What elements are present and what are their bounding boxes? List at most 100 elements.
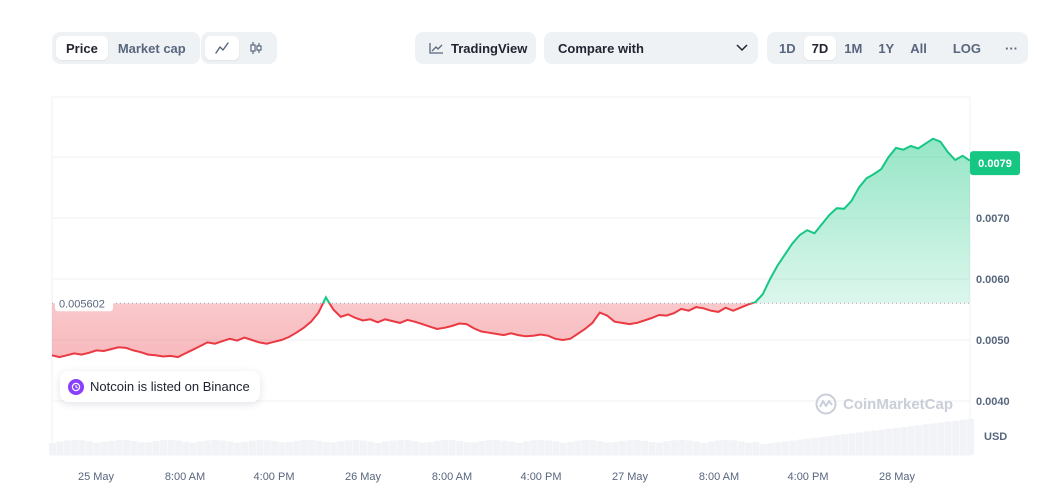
volume-bar: [470, 442, 478, 455]
volume-bar: [752, 441, 760, 455]
volume-bar: [293, 440, 301, 455]
view-toggle: Price Market cap: [52, 32, 200, 64]
volume-bar: [737, 441, 745, 455]
coinmarketcap-watermark: CoinMarketCap: [815, 393, 953, 415]
listing-notice[interactable]: Notcoin is listed on Binance: [60, 371, 260, 402]
volume-bar: [278, 442, 286, 455]
log-scale-button[interactable]: LOG: [952, 40, 982, 56]
volume-bar: [426, 441, 434, 455]
range-1d[interactable]: 1D: [779, 40, 796, 56]
y-tick-label: 0.0050: [976, 335, 1010, 347]
current-price-bg: [970, 151, 1020, 176]
volume-bar: [86, 441, 94, 455]
current-price-text: 0.0079: [978, 158, 1012, 170]
volume-bar: [100, 441, 108, 455]
x-tick-label: 26 May: [345, 471, 382, 483]
volume-bar: [841, 434, 849, 455]
reference-label-bg: [55, 295, 113, 312]
volume-bar: [678, 440, 686, 455]
volume-bar: [49, 443, 56, 455]
range-1m[interactable]: 1M: [844, 40, 863, 56]
volume-bar: [204, 440, 212, 455]
volume-bar: [211, 440, 219, 455]
volume-bar: [71, 440, 79, 455]
volume-bar: [878, 429, 886, 455]
volume-bar: [619, 440, 627, 455]
volume-bar: [759, 444, 767, 455]
x-tick-label: 8:00 AM: [165, 471, 205, 483]
tradingview-icon: [429, 43, 443, 54]
volume-bar: [352, 440, 360, 455]
volume-bar: [774, 442, 782, 455]
currency-label: USD: [984, 431, 1007, 443]
x-tick-label: 4:00 PM: [521, 471, 562, 483]
volume-bar: [663, 441, 671, 455]
current-price-tag: 0.0079: [970, 151, 1020, 176]
volume-bar: [271, 441, 279, 455]
volume-bar: [789, 440, 797, 455]
reference-price-label: 0.005602: [55, 295, 113, 312]
volume-bar: [374, 442, 382, 455]
volume-bar: [478, 441, 486, 455]
volume-bar: [633, 440, 641, 455]
volume-bar: [433, 440, 441, 455]
volume-bar: [952, 420, 960, 455]
candlestick-button[interactable]: [239, 36, 273, 60]
tab-market-cap[interactable]: Market cap: [117, 40, 186, 56]
volume-bar: [537, 440, 545, 455]
x-tick-label: 8:00 AM: [699, 471, 739, 483]
range-1y[interactable]: 1Y: [878, 40, 895, 56]
volume-bar: [641, 440, 649, 455]
volume-bar: [396, 440, 404, 455]
price-line-up: [321, 137, 971, 304]
volume-bar: [160, 440, 168, 455]
y-tick-label: 0.0040: [976, 396, 1010, 408]
chart-style-toggle: [201, 32, 277, 64]
y-tick-label: 0.0070: [976, 213, 1010, 225]
volume-bar: [115, 440, 123, 455]
tab-price[interactable]: Price: [56, 36, 108, 60]
volume-bar: [145, 442, 153, 455]
volume-bar: [448, 440, 456, 455]
tradingview-button[interactable]: TradingView: [415, 32, 536, 64]
volume-bar: [189, 442, 197, 455]
more-options-icon[interactable]: ···: [1005, 40, 1019, 56]
volume-bar: [367, 441, 375, 455]
price-line-down: [51, 303, 756, 359]
x-tick-label: 27 May: [612, 471, 649, 483]
coinmarketcap-logo-icon: [815, 393, 837, 415]
candlestick-icon: [250, 42, 262, 54]
volume-bar: [530, 440, 538, 455]
volume-bar: [722, 440, 730, 455]
volume-bar: [508, 441, 515, 455]
volume-bar: [730, 440, 738, 455]
volume-bar: [485, 440, 493, 455]
volume-bar: [574, 440, 582, 455]
volume-bar: [648, 441, 656, 455]
volume-bar: [219, 440, 227, 455]
volume-bar: [345, 440, 353, 455]
volume-bar: [234, 442, 242, 455]
volume-bar: [315, 440, 323, 455]
range-all[interactable]: All: [910, 40, 927, 56]
volume-bar: [463, 442, 471, 455]
x-tick-label: 4:00 PM: [254, 471, 295, 483]
x-tick-label: 4:00 PM: [788, 471, 829, 483]
volume-bar: [656, 442, 664, 455]
volume-bar: [441, 440, 449, 455]
volume-bar: [929, 423, 937, 455]
volume-bar: [248, 440, 256, 455]
volume-bar: [781, 441, 789, 455]
range-7d[interactable]: 7D: [803, 36, 837, 60]
volume-bar: [226, 441, 234, 455]
volume-bar: [63, 440, 71, 455]
volume-bar: [922, 424, 930, 455]
line-chart-button[interactable]: [205, 36, 239, 60]
volume-bar: [552, 441, 560, 455]
volume-bar: [256, 440, 264, 455]
volume-bar: [308, 440, 316, 455]
volume-bar: [263, 440, 271, 455]
volume-bar: [389, 440, 397, 455]
compare-with-dropdown[interactable]: Compare with: [544, 32, 758, 64]
volume-bar: [567, 441, 575, 455]
